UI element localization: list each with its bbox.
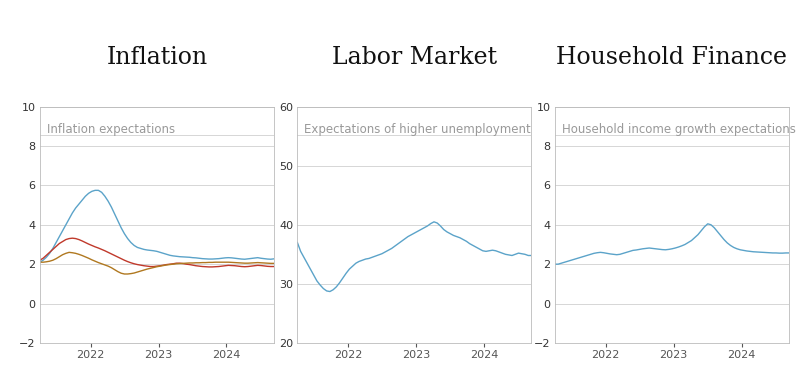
Text: Household Finance: Household Finance (556, 46, 787, 69)
Text: Household income growth expectations: Household income growth expectations (562, 123, 796, 136)
Text: Inflation expectations: Inflation expectations (47, 123, 175, 136)
Text: Inflation: Inflation (106, 46, 207, 69)
Text: Expectations of higher unemployment: Expectations of higher unemployment (304, 123, 531, 136)
Text: Labor Market: Labor Market (332, 46, 497, 69)
